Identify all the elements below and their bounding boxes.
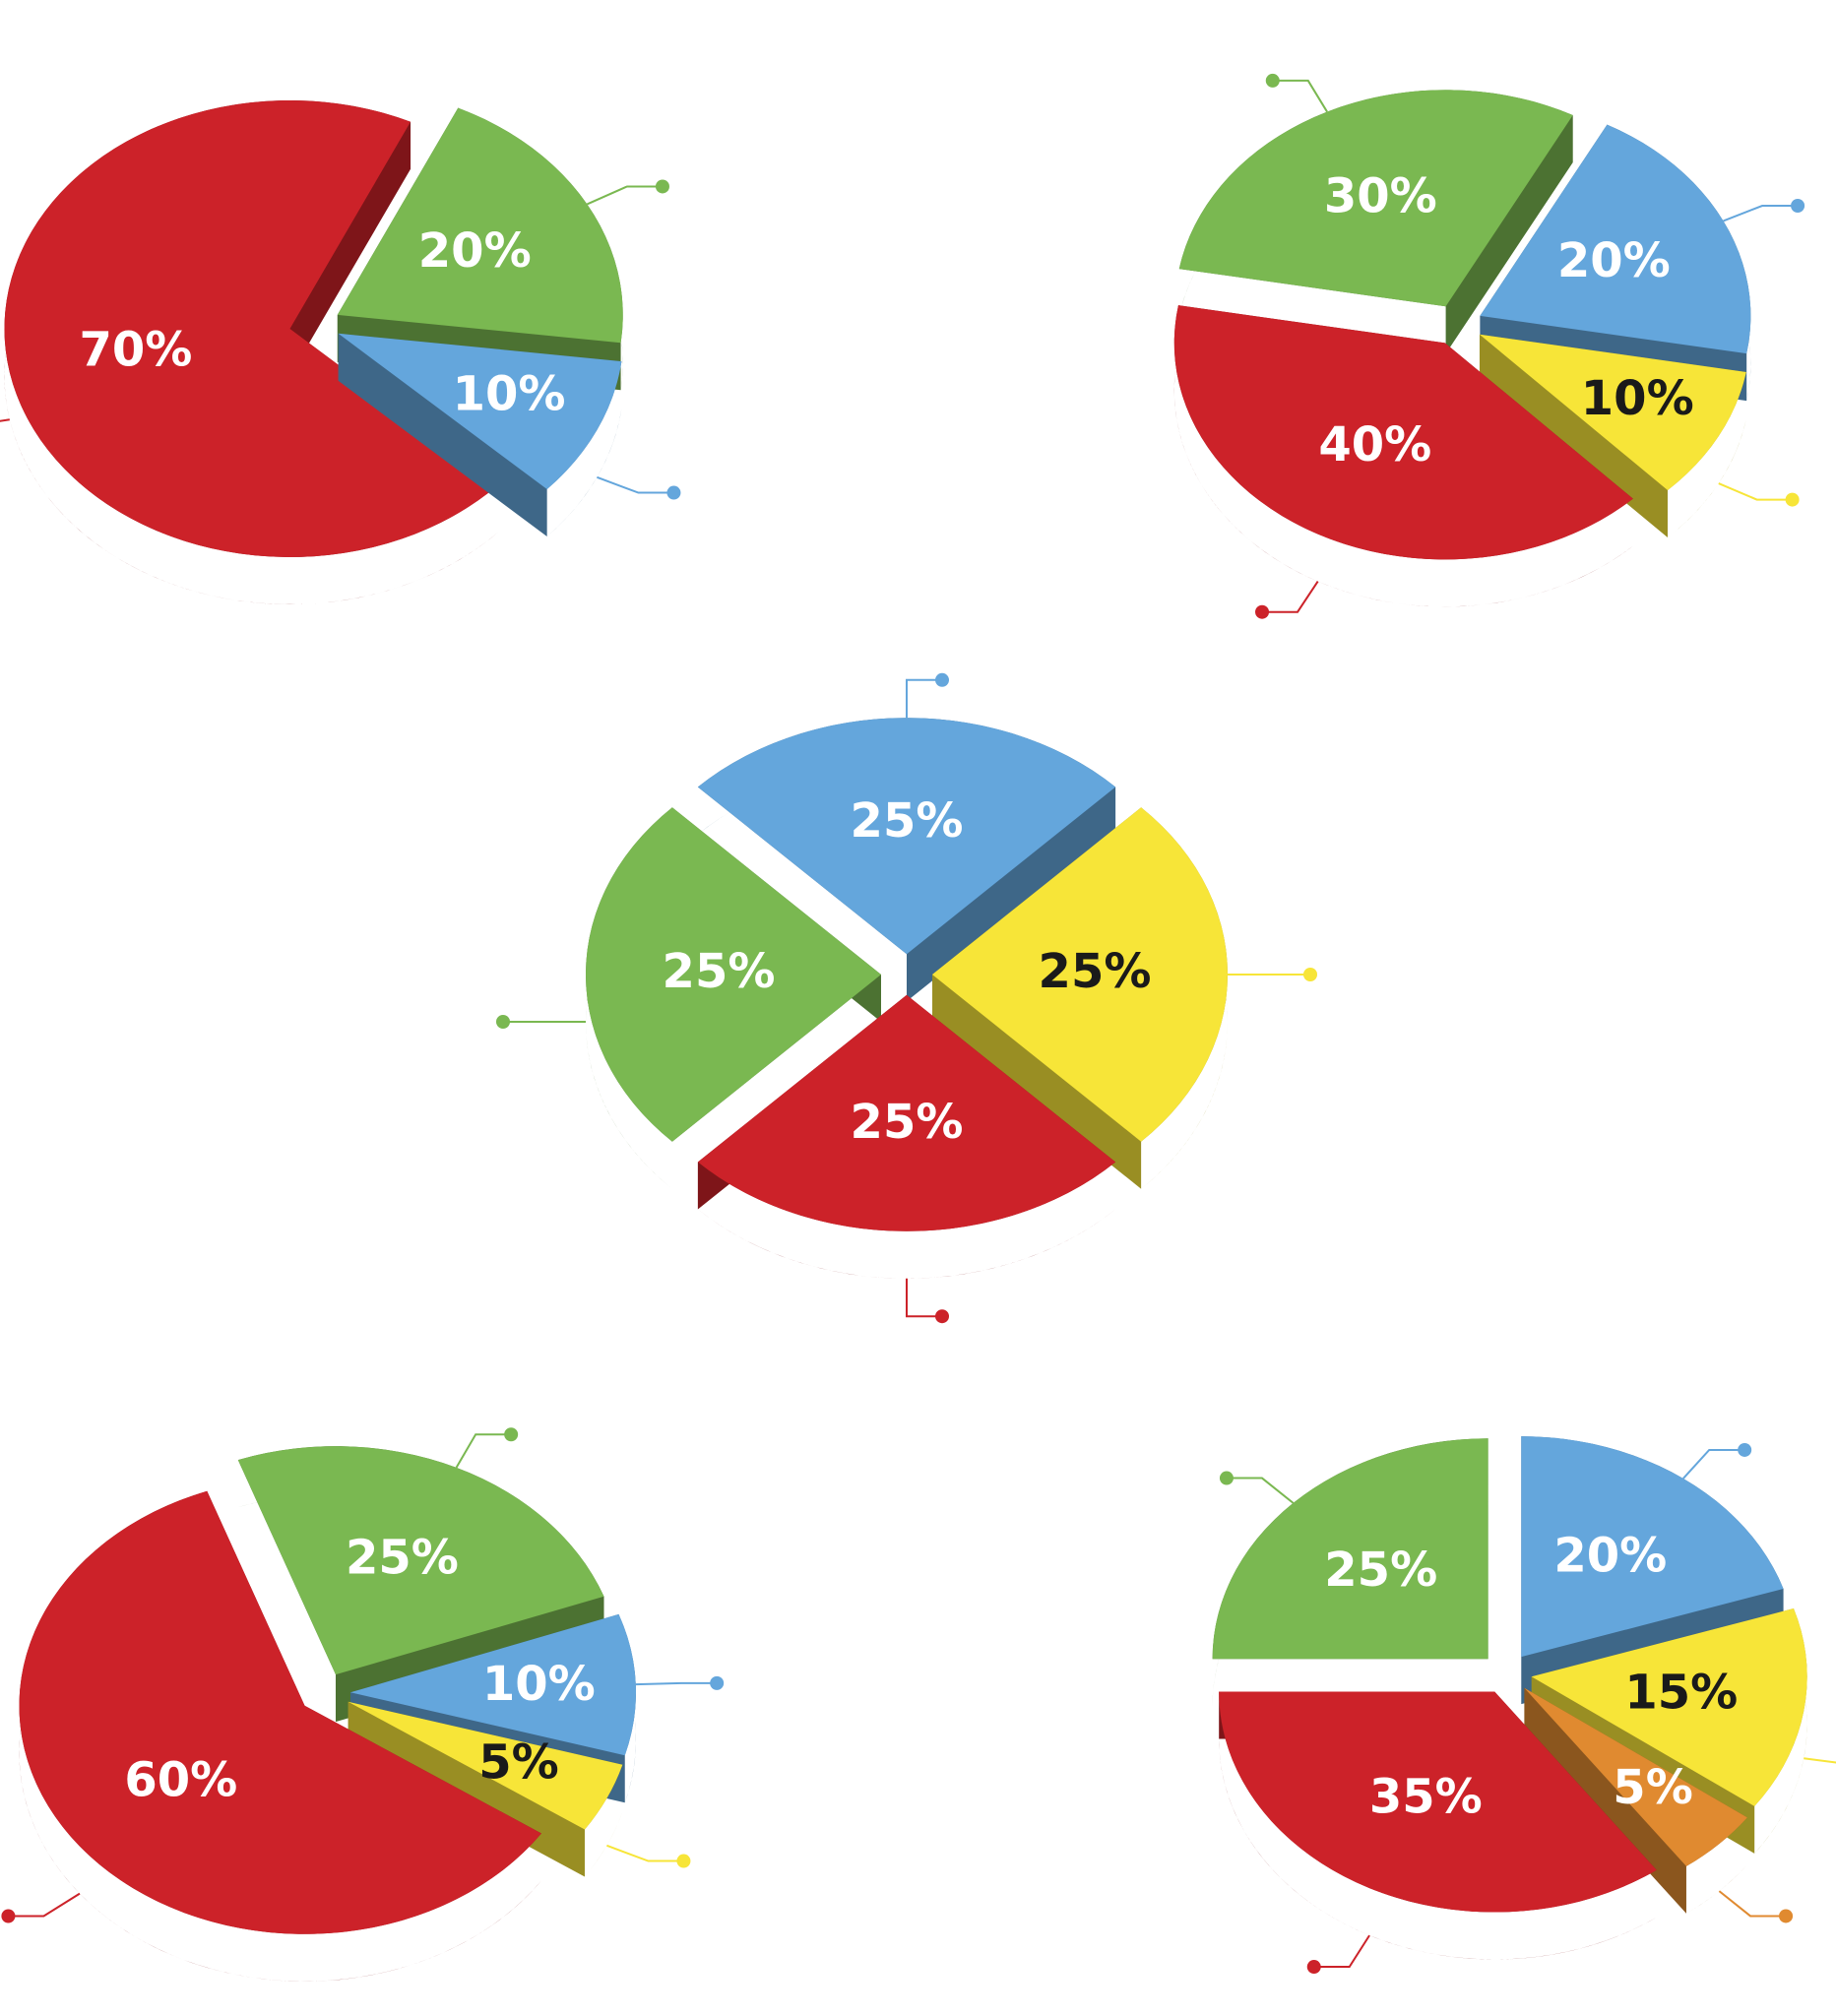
leader-line: [0, 418, 10, 422]
value-label: 10%: [1581, 371, 1694, 426]
slice: [1531, 1608, 1807, 1806]
slice: [932, 807, 1228, 1142]
leader-line: [1313, 1934, 1370, 1969]
value-label: 5%: [1613, 1760, 1693, 1815]
slice: [19, 1490, 541, 1934]
slice-side: [348, 1701, 623, 1877]
value-label: 30%: [1324, 169, 1437, 224]
slice: [1212, 1438, 1488, 1660]
leader-line: [1272, 79, 1328, 113]
value-label: 25%: [346, 1531, 459, 1586]
value-label: 20%: [418, 223, 532, 279]
value-label: 25%: [1324, 1543, 1437, 1598]
pie-chart: 30% 20% 10% 40%: [1173, 73, 1805, 619]
leader-dot: [1265, 73, 1280, 88]
pie-chart: 25% 10% 5% 60%: [1, 1427, 725, 1982]
value-label: 70%: [79, 322, 192, 377]
slice: [348, 1701, 623, 1830]
leader-dot: [1255, 604, 1270, 619]
slice: [237, 1446, 604, 1675]
leader-line: [597, 475, 674, 494]
value-label: 15%: [1624, 1666, 1738, 1721]
slice: [337, 107, 623, 344]
leader-dot: [504, 1427, 519, 1442]
value-label: 25%: [851, 1095, 964, 1150]
slice: [1521, 1436, 1784, 1658]
value-label: 25%: [663, 944, 776, 999]
leader-dot: [1791, 199, 1805, 214]
leader-dot: [1306, 1960, 1321, 1975]
leader-dot: [1, 1909, 16, 1923]
leader-dot: [666, 485, 681, 500]
slice: [697, 994, 1116, 1231]
slice: [1219, 1691, 1657, 1913]
leader-dot: [676, 1854, 691, 1868]
slice: [586, 807, 881, 1142]
leader-dot: [935, 672, 949, 687]
slice: [4, 99, 499, 557]
leader-line: [906, 678, 942, 719]
slice: [338, 333, 622, 490]
value-label: 60%: [124, 1752, 237, 1807]
value-label: 20%: [1553, 1529, 1667, 1584]
slice: [1173, 305, 1633, 560]
leader-line: [1718, 482, 1793, 501]
leader-line: [1723, 205, 1799, 222]
leader-dot: [710, 1675, 725, 1690]
leader-line: [1682, 1448, 1745, 1480]
leader-line: [1718, 1890, 1787, 1918]
leader-dot: [935, 1309, 949, 1324]
leader-line: [1226, 1477, 1295, 1504]
leader-dot: [1785, 492, 1800, 507]
leader-line: [906, 1278, 942, 1318]
value-label: 40%: [1318, 417, 1431, 472]
leader-line: [606, 1844, 684, 1862]
leader-dot: [1738, 1442, 1752, 1457]
pie-chart: 20% 25% 15% 5% 35%: [1212, 1436, 1836, 1975]
slice: [1480, 124, 1751, 354]
pie-chart: 25% 25% 25% 25%: [496, 672, 1317, 1324]
value-label: 25%: [1039, 944, 1152, 999]
pie-chart: 20% 70% 10%: [0, 99, 681, 604]
leader-dot: [1303, 968, 1317, 981]
leader-line: [635, 1681, 718, 1686]
leader-dot: [1219, 1471, 1234, 1485]
leader-line: [8, 1892, 81, 1918]
slice: [349, 1613, 636, 1756]
value-label: 5%: [478, 1735, 559, 1791]
slice: [1178, 90, 1573, 307]
leader-line: [586, 185, 663, 206]
value-label: 25%: [851, 793, 964, 849]
slice: [697, 718, 1116, 955]
leader-line: [1804, 1757, 1836, 1764]
leader-dot: [496, 1015, 510, 1029]
value-label: 10%: [453, 367, 566, 422]
leader-line: [1262, 581, 1319, 613]
leader-dot: [655, 179, 669, 194]
leader-dot: [1779, 1909, 1794, 1923]
slice: [1524, 1687, 1747, 1866]
value-label: 35%: [1369, 1769, 1483, 1824]
value-label: 20%: [1557, 233, 1671, 288]
value-label: 10%: [482, 1657, 596, 1712]
leader-line: [455, 1433, 512, 1469]
slice: [1479, 334, 1746, 491]
